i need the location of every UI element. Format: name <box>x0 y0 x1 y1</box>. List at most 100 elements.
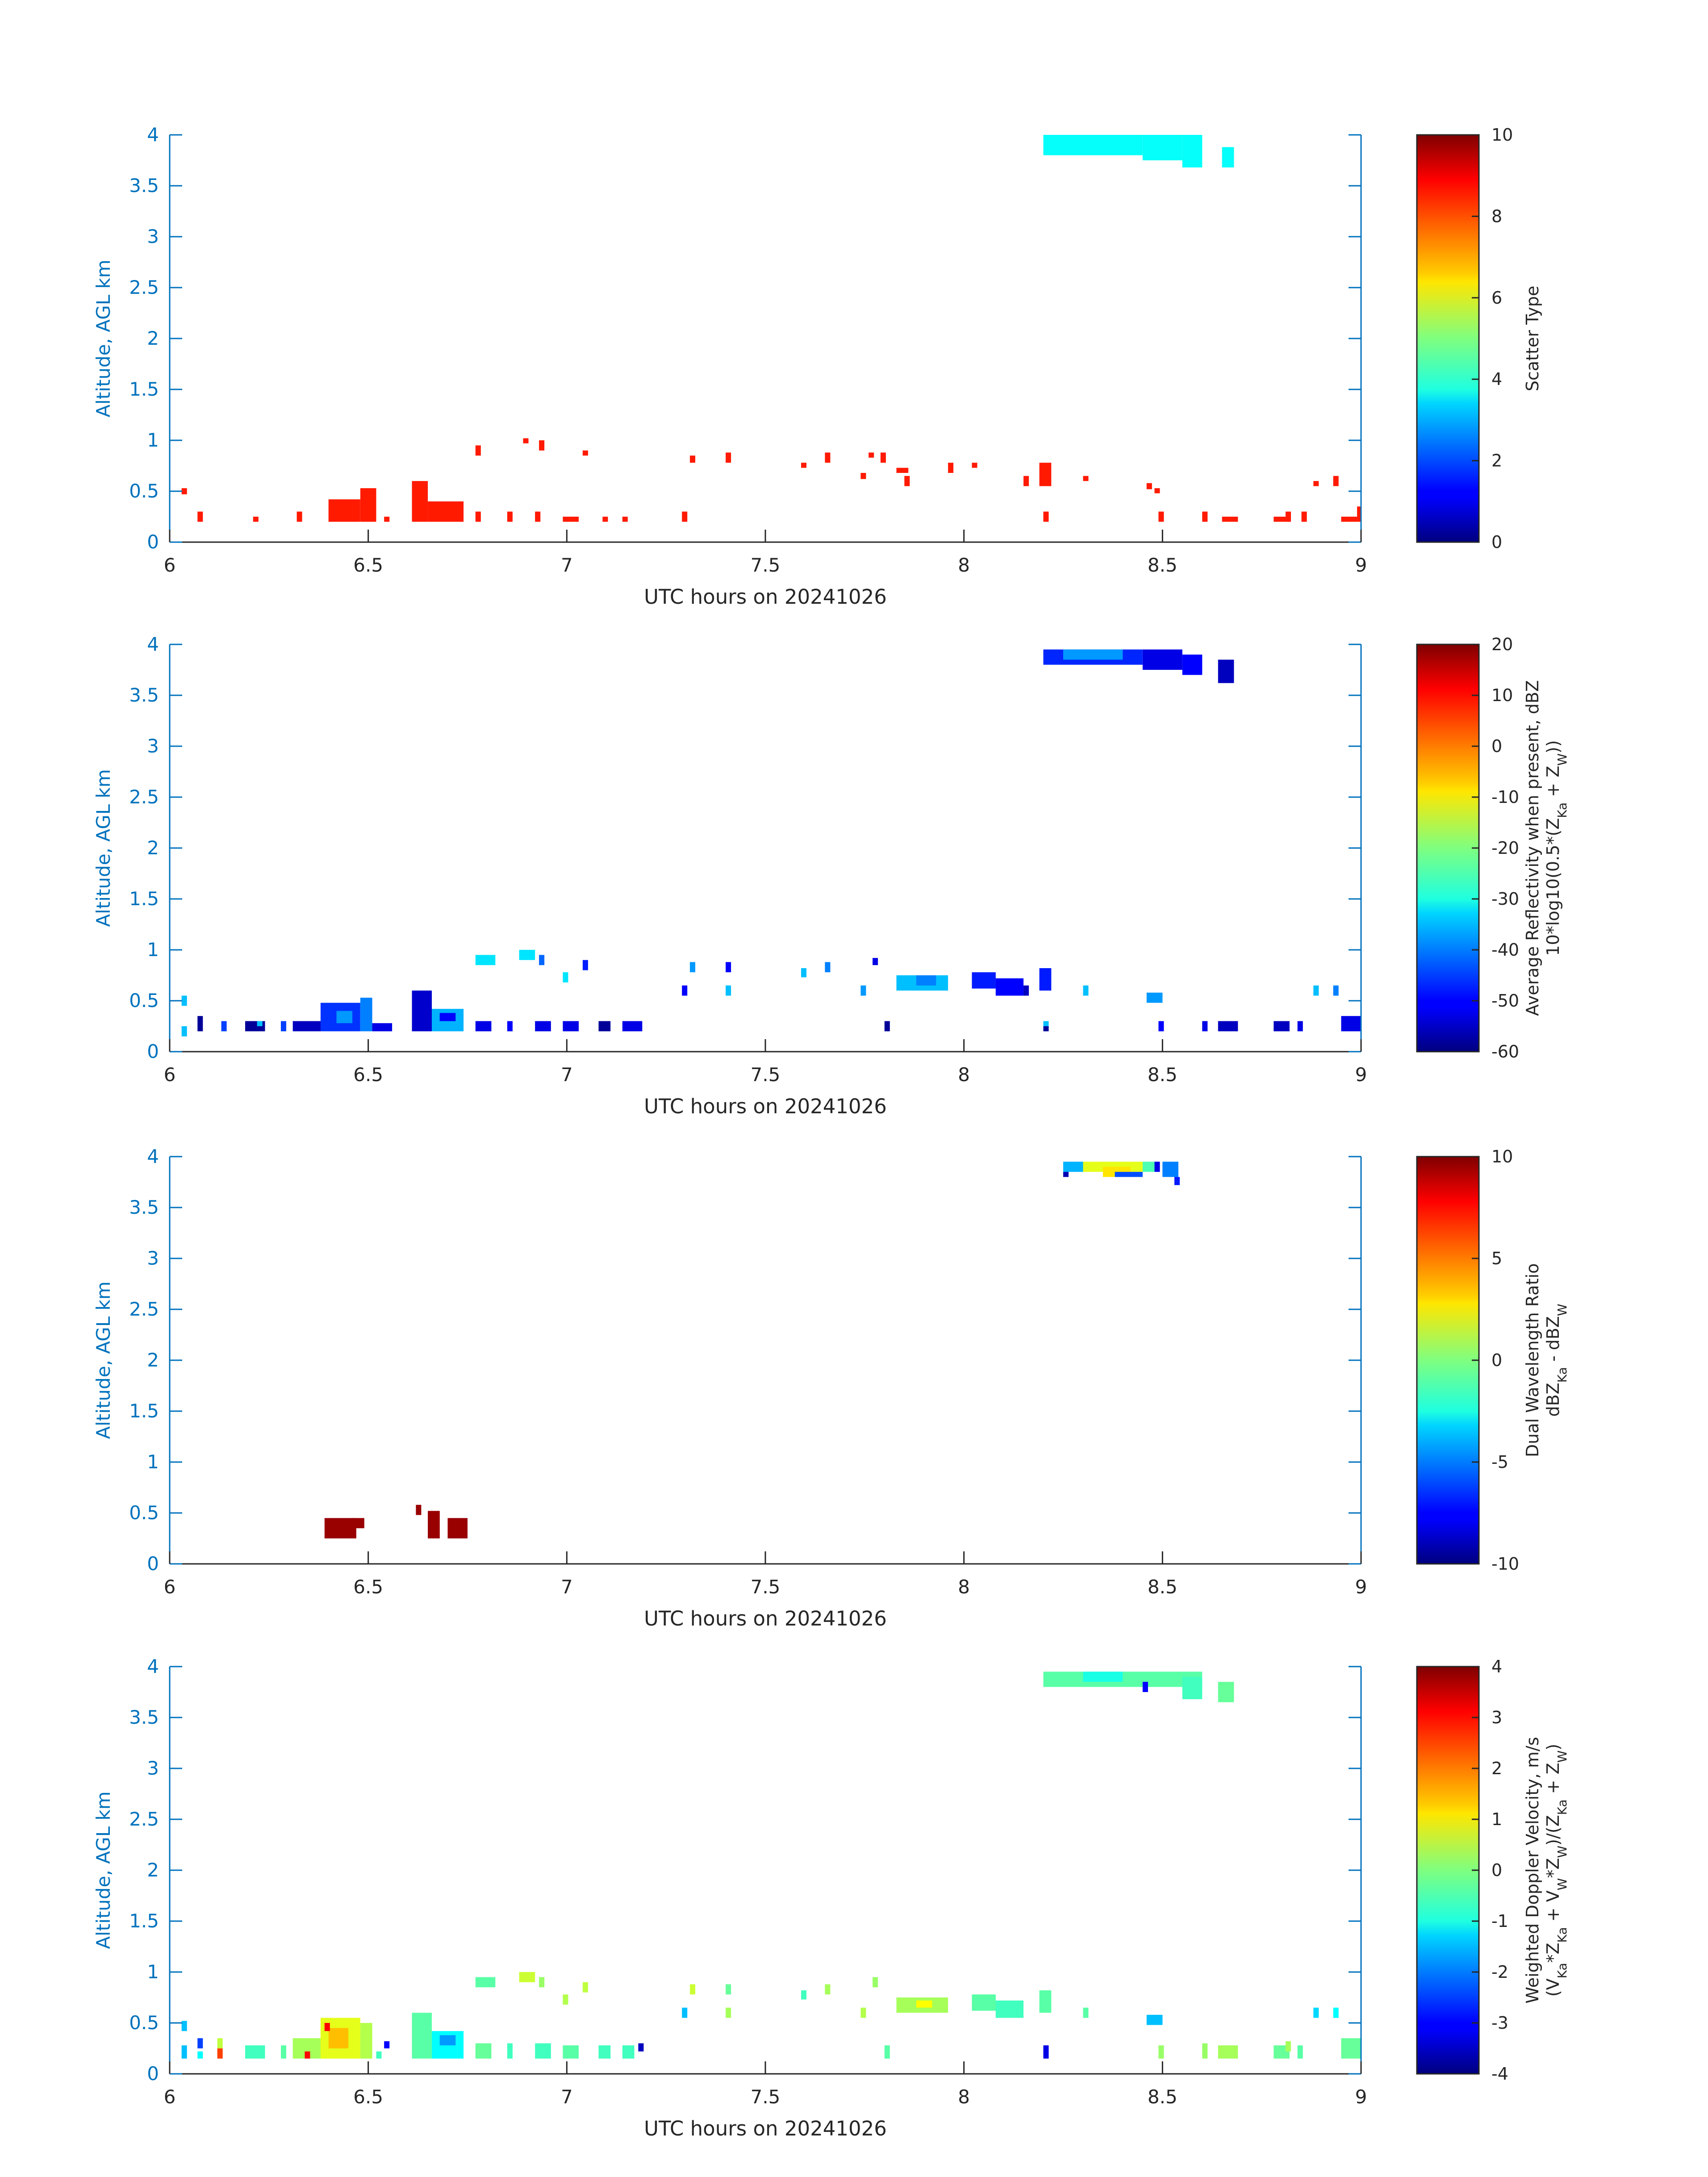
data-cell-11 <box>416 1504 422 1515</box>
y-tick-label: 1.5 <box>129 378 159 400</box>
x-tick-label: 7 <box>561 1576 573 1598</box>
colorbar-tick-label: 0 <box>1491 1350 1502 1370</box>
data-cell-17 <box>324 2023 330 2031</box>
data-cell-8 <box>197 2051 203 2059</box>
y-tick-label: 3.5 <box>129 1706 159 1728</box>
data-cell-42 <box>860 2007 866 2018</box>
colorbar: 0 2 4 6 8 10 Scatter Type <box>1416 125 1542 552</box>
x-tick-label: 9 <box>1355 554 1367 576</box>
colorbar-label: (VKa*ZKa + VW*ZW)/(ZKa + ZW) <box>1543 1744 1570 1997</box>
x-tick-label: 6 <box>164 554 176 576</box>
data-cell-3 <box>1142 1162 1155 1172</box>
data-cell-17 <box>539 440 545 451</box>
data-cell-5 <box>181 995 187 1006</box>
data-cell-32 <box>904 476 910 486</box>
data-cell-29 <box>869 452 874 458</box>
data-cell-28 <box>539 1977 545 1988</box>
x-tick-label: 8 <box>958 1576 970 1598</box>
data-cells <box>181 649 1361 1036</box>
colorbar-label: Average Reflectivity when present, dBZ <box>1523 680 1542 1016</box>
data-cell-50 <box>1357 506 1361 522</box>
data-cell-24 <box>690 455 695 463</box>
colorbar-tick-label: -60 <box>1491 1042 1519 1061</box>
x-tick-label: 9 <box>1355 1064 1367 1086</box>
y-tick-label: 0.5 <box>129 990 159 1011</box>
data-cell-28 <box>860 473 866 479</box>
data-cell-10 <box>352 1518 364 1529</box>
data-cell-20 <box>582 450 588 456</box>
data-cell-49 <box>1146 992 1163 1003</box>
data-cell-7 <box>296 511 302 522</box>
data-cell-42 <box>1202 511 1208 522</box>
data-cell-25 <box>535 1021 551 1032</box>
colorbar-tick-label: -2 <box>1491 1962 1508 1982</box>
colorbar-gradient <box>1416 1156 1480 1565</box>
y-tick-label: 2.5 <box>129 1808 159 1830</box>
data-cell-4 <box>181 488 187 494</box>
data-cell-45 <box>1039 968 1052 991</box>
y-tick-label: 1 <box>147 429 159 451</box>
colorbar-gradient <box>1416 134 1480 543</box>
y-tick-label: 2 <box>147 1349 159 1371</box>
data-cell-41 <box>825 1984 831 1995</box>
data-cell-28 <box>582 960 588 970</box>
data-cell-19 <box>563 517 579 522</box>
data-cell-15 <box>507 511 513 522</box>
x-tick-label: 7 <box>561 2086 573 2108</box>
data-cell-31 <box>896 468 909 473</box>
data-cell-50 <box>1158 1021 1164 1032</box>
y-tick-label: 2.5 <box>129 276 159 298</box>
x-tick-label: 6 <box>164 1576 176 1598</box>
colorbar-tick-label: 4 <box>1491 1657 1502 1676</box>
y-tick-label: 3 <box>147 1247 159 1269</box>
data-cell-19 <box>376 2051 382 2059</box>
data-cell-3 <box>1182 1676 1203 1699</box>
data-cell-46 <box>1043 1026 1049 1032</box>
data-cell-61 <box>1341 2038 1361 2059</box>
data-cell-20 <box>384 2041 390 2048</box>
x-axis-label: UTC hours on 20241026 <box>644 1607 887 1630</box>
data-cell-25 <box>475 1977 496 1988</box>
data-cell-18 <box>535 511 541 522</box>
data-cell-10 <box>384 517 390 522</box>
data-cell-19 <box>439 1013 456 1021</box>
data-cell-41 <box>1158 511 1164 522</box>
data-cell-47 <box>972 1994 996 2011</box>
x-tick-label: 8 <box>958 1064 970 1086</box>
data-cell-59 <box>1313 2007 1319 2018</box>
colorbar-tick-label: -20 <box>1491 838 1519 858</box>
x-tick-label: 7.5 <box>751 2086 781 2108</box>
colorbar-tick-label: 0 <box>1491 736 1502 756</box>
data-cell-33 <box>726 962 731 973</box>
data-cell-4 <box>1218 660 1234 683</box>
data-cell-6 <box>253 517 259 522</box>
data-cell-7 <box>197 2038 203 2048</box>
colorbar-tick-label: -30 <box>1491 889 1519 909</box>
data-cell-4 <box>1154 1162 1160 1172</box>
data-cell-10 <box>257 1021 263 1026</box>
data-cell-9 <box>217 2048 223 2059</box>
data-cell-7 <box>197 1016 203 1032</box>
data-cell-37 <box>1043 511 1049 522</box>
x-axis-label: UTC hours on 20241026 <box>644 585 887 609</box>
x-tick-label: 6.5 <box>353 2086 383 2108</box>
data-cells <box>181 135 1361 522</box>
data-cell-5 <box>1162 1162 1178 1177</box>
data-cell-37 <box>690 1984 695 1995</box>
data-cell-0 <box>1063 1162 1083 1172</box>
y-tick-label: 2 <box>147 1859 159 1881</box>
y-tick-label: 2 <box>147 837 159 859</box>
data-cell-9 <box>324 1518 356 1538</box>
data-cell-5 <box>197 511 203 522</box>
colorbar-label: Weighted Doppler Velocity, m/s <box>1523 1737 1542 2003</box>
data-cell-47 <box>1313 481 1319 486</box>
data-cell-31 <box>682 985 688 996</box>
y-tick-label: 0 <box>147 1553 159 1575</box>
data-cell-24 <box>539 955 545 965</box>
data-cell-46 <box>1301 511 1307 522</box>
colorbar-tick-label: 1 <box>1491 1809 1502 1829</box>
colorbar-tick-label: 20 <box>1491 635 1513 654</box>
y-tick-label: 1 <box>147 939 159 961</box>
x-tick-label: 9 <box>1355 1576 1367 1598</box>
data-cell-6 <box>1174 1177 1180 1185</box>
